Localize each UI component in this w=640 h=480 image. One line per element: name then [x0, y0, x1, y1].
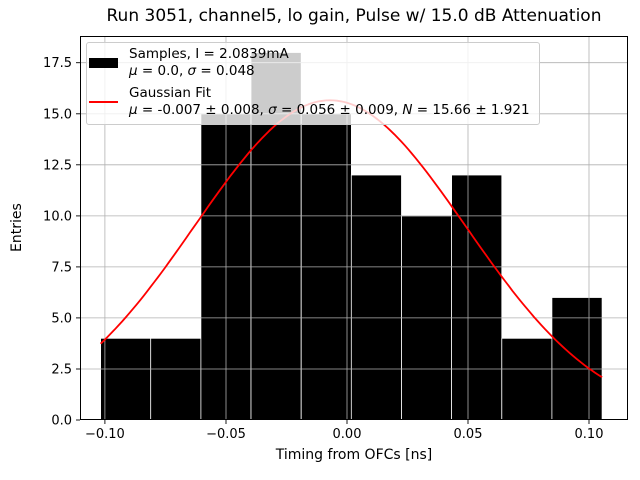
x-tick-label: −0.10	[85, 427, 125, 442]
legend-entry: Samples, I = 2.0839mA μ = 0.0, σ = 0.048	[89, 46, 530, 80]
legend-swatch-column	[89, 58, 119, 68]
x-axis-label: Timing from OFCs [ns]	[275, 447, 433, 463]
legend-entry: Gaussian Fit μ = -0.007 ± 0.008, σ = 0.05…	[89, 85, 530, 119]
histogram-bar	[150, 337, 202, 421]
histogram-bar	[451, 174, 503, 421]
y-tick-label: 15.0	[43, 107, 72, 122]
legend-text-line: μ = 0.0, σ = 0.048	[129, 63, 255, 79]
y-tick-label: 17.5	[43, 56, 72, 71]
legend-text-line: Samples, I = 2.0839mA	[129, 46, 289, 62]
chart-title: Run 3051, channel5, lo gain, Pulse w/ 15…	[106, 6, 602, 26]
legend-text-line: Gaussian Fit	[129, 85, 212, 101]
y-tick-label: 12.5	[43, 158, 72, 173]
axes-spines	[80, 36, 628, 420]
legend-swatch-column	[89, 100, 119, 104]
fit-line-swatch-icon	[89, 100, 118, 104]
x-tick-label: −0.05	[206, 427, 246, 442]
x-tick-label: 0.05	[454, 427, 483, 442]
x-tick-label: 0.10	[575, 427, 604, 442]
histogram-bar	[501, 337, 553, 421]
y-tick-label: 2.5	[51, 363, 72, 378]
y-axis-label: Entries	[9, 203, 25, 253]
histogram-bar	[350, 174, 402, 421]
y-tick-label: 10.0	[43, 209, 72, 224]
legend: Samples, I = 2.0839mA μ = 0.0, σ = 0.048 G…	[86, 42, 540, 125]
legend-entry-text: Gaussian Fit μ = -0.007 ± 0.008, σ = 0.05…	[129, 85, 530, 119]
y-tick-label: 5.0	[51, 311, 72, 326]
histogram-bar	[100, 337, 152, 421]
samples-swatch-icon	[89, 58, 118, 68]
legend-text-line: μ = -0.007 ± 0.008, σ = 0.056 ± 0.009, N…	[129, 102, 530, 118]
x-tick-label: 0.00	[333, 427, 362, 442]
y-tick-label: 7.5	[51, 260, 72, 275]
legend-entry-text: Samples, I = 2.0839mA μ = 0.0, σ = 0.048	[129, 46, 289, 80]
y-tick-label: 0.0	[51, 414, 72, 429]
